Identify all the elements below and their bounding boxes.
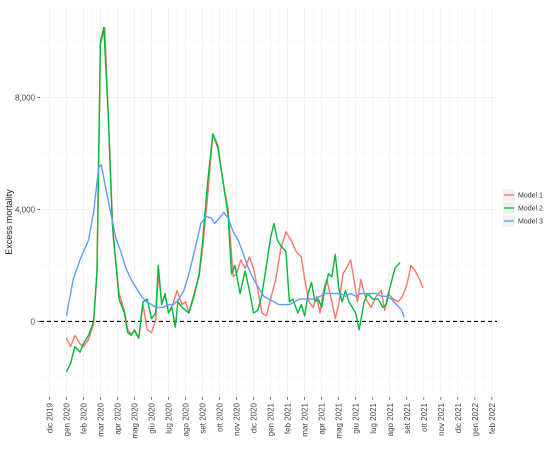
y-axis-title: Excess mortality <box>4 189 14 255</box>
x-tick-label: gen 2022 <box>471 402 480 436</box>
x-tick-label: gen 2020 <box>62 402 71 436</box>
series-lines <box>65 26 424 373</box>
legend-label: Model 2 <box>518 206 543 213</box>
series-line-model-2 <box>65 26 401 373</box>
x-tick-label: mag 2021 <box>335 402 344 438</box>
x-tick-label: nov 2020 <box>233 402 242 435</box>
x-tick-label: apr 2020 <box>113 402 122 434</box>
legend: Model 1 Model 2 Model 3 <box>500 187 548 231</box>
x-tick-label: ago 2021 <box>386 402 395 436</box>
x-tick-label: set 2021 <box>403 402 412 433</box>
y-axis: 0 4,000 8,000 <box>15 94 40 326</box>
x-tick-label: set 2020 <box>199 402 208 433</box>
x-tick-label: giu 2021 <box>352 402 361 433</box>
y-tick-label: 4,000 <box>15 205 36 214</box>
series-line-model-3 <box>65 164 405 318</box>
legend-label: Model 1 <box>518 193 543 200</box>
x-tick-label: ago 2020 <box>182 402 191 436</box>
x-tick-label: mar 2021 <box>301 402 310 436</box>
x-tick-label: mag 2020 <box>131 402 140 438</box>
x-tick-label: dic 2020 <box>250 402 259 433</box>
y-tick-label: 8,000 <box>15 94 36 103</box>
x-tick-label: feb 2021 <box>284 402 293 434</box>
x-tick-label: feb 2020 <box>79 402 88 434</box>
x-tick-label: giu 2020 <box>148 402 157 433</box>
x-tick-label: apr 2021 <box>318 402 327 434</box>
x-tick-label: nov 2021 <box>437 402 446 435</box>
x-tick-label: gen 2021 <box>267 402 276 436</box>
x-tick-label: lug 2020 <box>165 402 174 433</box>
x-tick-label: mar 2020 <box>96 402 105 436</box>
x-axis: dic 2019 gen 2020 feb 2020 mar 2020 apr 2020… <box>45 397 497 439</box>
x-tick-label: dic 2021 <box>454 402 463 433</box>
legend-label: Model 3 <box>518 219 543 226</box>
x-tick-label: ott 2020 <box>216 402 225 431</box>
y-tick-label: 0 <box>31 317 36 326</box>
x-tick-label: ott 2021 <box>420 402 429 431</box>
x-tick-label: dic 2019 <box>45 402 54 433</box>
x-tick-label: feb 2022 <box>488 402 497 434</box>
x-tick-label: lug 2021 <box>369 402 378 433</box>
